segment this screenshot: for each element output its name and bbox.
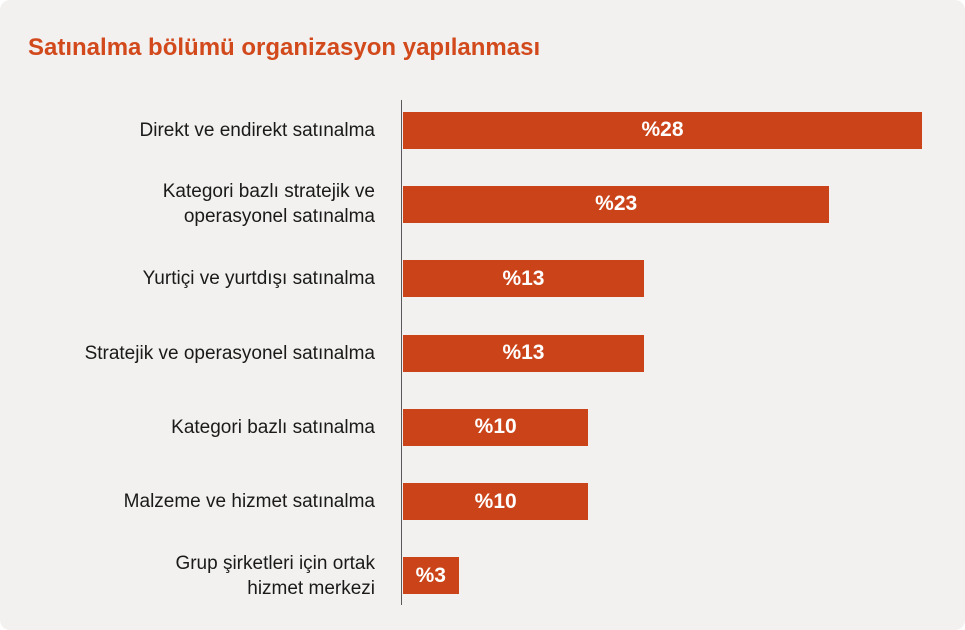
- bar-cell: %3: [403, 557, 922, 595]
- bar-cell: %28: [403, 111, 922, 149]
- y-axis-line: [401, 100, 402, 605]
- category-label: Direkt ve endirekt satınalma: [139, 119, 376, 141]
- bar-row: Stratejik ve operasyonel satınalma %13: [0, 316, 965, 390]
- bar: %13: [403, 260, 644, 298]
- bar-cell: %13: [403, 334, 922, 372]
- category-label: Kategori bazlı stratejik ve operasyonel s…: [162, 181, 375, 228]
- bar-value-label: %13: [502, 341, 545, 365]
- bar-value-label: %28: [641, 118, 684, 142]
- bar-value-label: %23: [595, 192, 638, 216]
- bar-row: Kategori bazlı satınalma %10: [0, 390, 965, 464]
- bar-value-label: %3: [415, 563, 446, 587]
- bar-value-label: %10: [474, 415, 517, 439]
- category-label: Stratejik ve operasyonel satınalma: [84, 342, 375, 364]
- category-label: Malzeme ve hizmet satınalma: [123, 491, 375, 513]
- bar-row: Malzeme ve hizmet satınalma %10: [0, 464, 965, 538]
- bar-row: Direkt ve endirekt satınalma %28: [0, 93, 965, 167]
- bar: %10: [403, 408, 589, 446]
- bar: %13: [403, 334, 644, 372]
- bar: %3: [403, 557, 459, 595]
- bar-row: Kategori bazlı stratejik ve operasyonel s…: [0, 167, 965, 241]
- bar: %10: [403, 483, 589, 521]
- bar-value-label: %10: [474, 489, 517, 513]
- bar-row: Grup şirketleri için ortak hizmet merkezi…: [0, 539, 965, 613]
- category-label: Yurtiçi ve yurtdışı satınalma: [142, 268, 375, 290]
- bar-cell: %10: [403, 483, 922, 521]
- bar-cell: %23: [403, 185, 922, 223]
- bar-cell: %10: [403, 408, 922, 446]
- category-label: Kategori bazlı satınalma: [171, 416, 375, 438]
- bar-value-label: %13: [502, 266, 545, 290]
- bar: %28: [403, 111, 922, 149]
- bar: %23: [403, 185, 830, 223]
- bar-row: Yurtiçi ve yurtdışı satınalma %13: [0, 242, 965, 316]
- bar-rows: Direkt ve endirekt satınalma %28 Kategori …: [0, 93, 965, 613]
- bar-cell: %13: [403, 260, 922, 298]
- category-label: Grup şirketleri için ortak hizmet merkezi: [175, 552, 375, 599]
- chart-title: Satınalma bölümü organizasyon yapılanmas…: [28, 34, 541, 61]
